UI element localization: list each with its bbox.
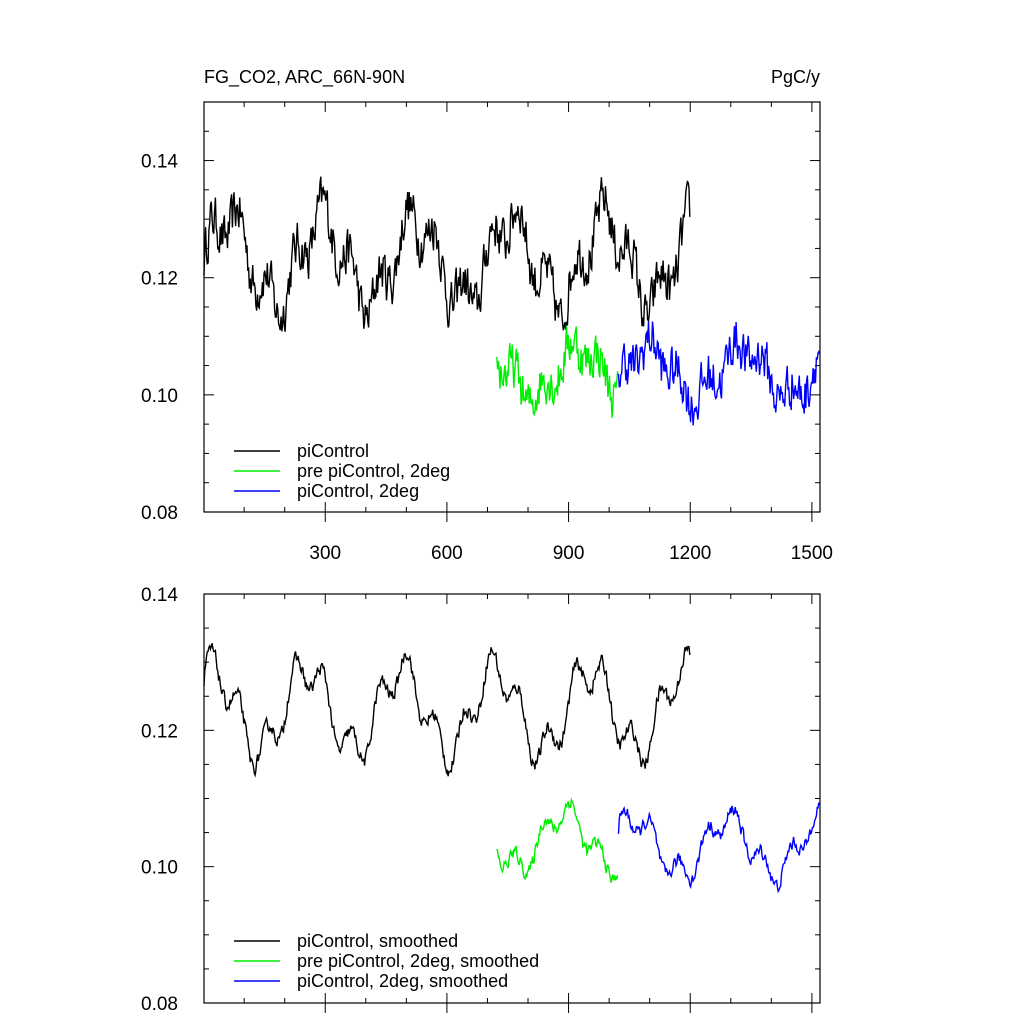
y-tick-label: 0.10 xyxy=(141,858,178,879)
x-tick-label: 900 xyxy=(553,543,585,564)
legend-label: piControl, smoothed xyxy=(297,931,458,951)
y-tick-label: 0.14 xyxy=(141,585,178,606)
y-tick-label: 0.12 xyxy=(141,269,178,290)
x-tick-label: 600 xyxy=(431,543,463,564)
top-panel: 0.08 0.10 0.12 0.14 300 600 900 1200 1500 piContr… xyxy=(141,101,833,564)
y-tick-label: 0.12 xyxy=(141,721,178,742)
legend-label: piControl xyxy=(297,441,369,461)
x-tick-label: 300 xyxy=(309,543,341,564)
series-line-2 xyxy=(496,797,619,883)
legend-label: pre piControl, 2deg, smoothed xyxy=(297,951,539,971)
y-tick-label: 0.08 xyxy=(141,503,178,524)
series-line-2 xyxy=(496,325,619,418)
legend-label: pre piControl, 2deg xyxy=(297,461,450,481)
series-line-1 xyxy=(203,643,691,778)
x-tick-label: 1500 xyxy=(791,543,833,564)
units-label: PgC/y xyxy=(771,67,820,87)
y-tick-label: 0.14 xyxy=(141,152,178,173)
chart-title: FG_CO2, ARC_66N-90N xyxy=(204,67,405,88)
legend-label: piControl, 2deg xyxy=(297,481,419,501)
legend-label: piControl, 2deg, smoothed xyxy=(297,971,508,991)
series-line-3 xyxy=(617,802,821,894)
series-line-1 xyxy=(203,176,691,332)
y-tick-label: 0.08 xyxy=(141,994,178,1015)
y-tick-label: 0.10 xyxy=(141,386,178,407)
x-tick-label: 1200 xyxy=(669,543,711,564)
series-line-3 xyxy=(617,321,821,426)
